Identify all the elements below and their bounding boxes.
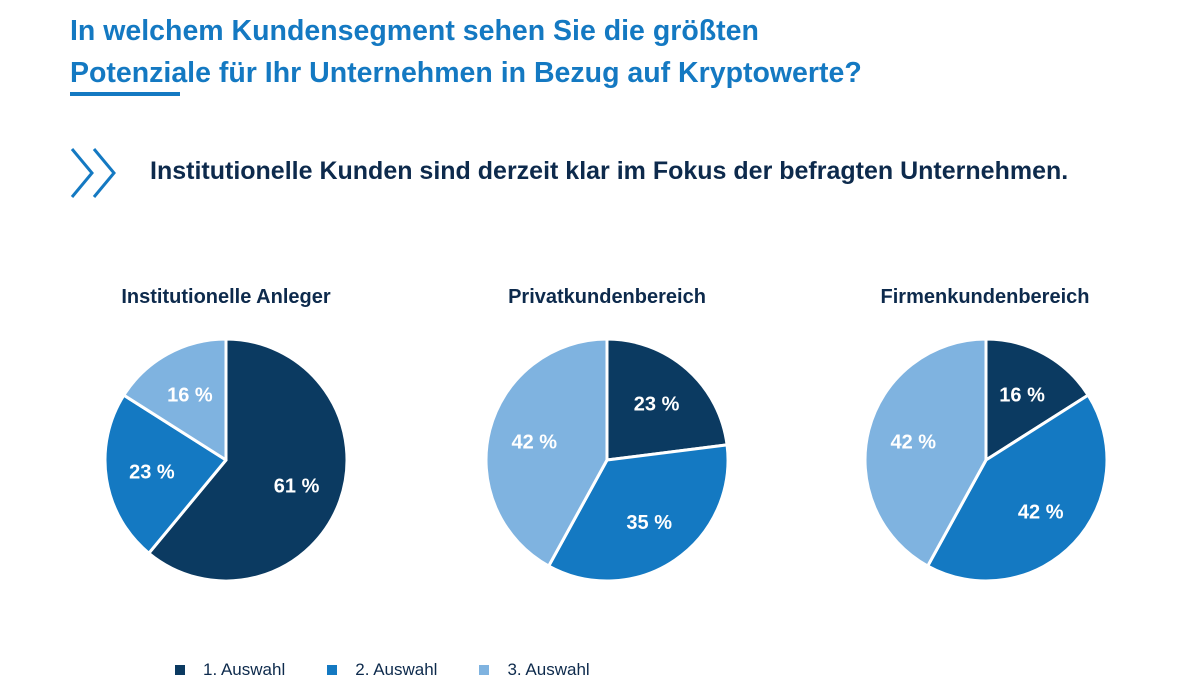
legend-item: 1. Auswahl [175,660,285,680]
legend-label-3: 3. Auswahl [507,660,590,679]
pie-slice [147,337,349,583]
pie-slice [863,337,988,568]
double-chevron-right-icon [70,148,116,198]
pie-slice [103,393,228,555]
pie-slice-label: 42 % [1018,501,1064,523]
legend: 1. Auswahl 2. Auswahl 3. Auswahl [175,660,590,680]
legend-item: 3. Auswahl [479,660,590,680]
pie-slice [547,443,730,583]
pie-slice-label: 23 % [129,462,175,484]
pie-slice-label: 16 % [999,384,1045,406]
page-title: In welchem Kundensegment sehen Sie die g… [70,10,862,94]
pie-slice-label: 42 % [512,431,558,453]
pie-slice [926,393,1109,583]
legend-swatch-3 [479,665,490,675]
legend-label-2: 2. Auswahl [355,660,438,679]
pie-slice [122,337,228,462]
legend-label-1: 1. Auswahl [203,660,286,679]
title-line-2: Potenziale für Ihr Unternehmen in Bezug … [70,57,862,89]
pie-slice [984,337,1090,462]
pie-slice-label: 61 % [274,475,320,497]
pie-title-privatkunden: Privatkundenbereich [508,286,706,308]
title-line-1: In welchem Kundensegment sehen Sie die g… [70,15,759,47]
pie-slice-label: 35 % [626,512,672,534]
subtitle: Institutionelle Kunden sind derzeit klar… [150,157,1069,185]
pie-slice-label: 16 % [167,384,213,406]
pie-slice-label: 42 % [891,431,937,453]
legend-swatch-2 [327,665,338,675]
pie-title-firmenkunden: Firmenkundenbereich [880,286,1090,308]
title-underline [70,92,180,96]
legend-item: 2. Auswahl [327,660,437,680]
pie-slice [484,337,609,568]
legend-swatch-1 [175,665,185,675]
pie-title-institutionelle: Institutionelle Anleger [121,286,331,308]
pie-slice-label: 23 % [634,394,680,416]
pie-slice [605,337,729,462]
